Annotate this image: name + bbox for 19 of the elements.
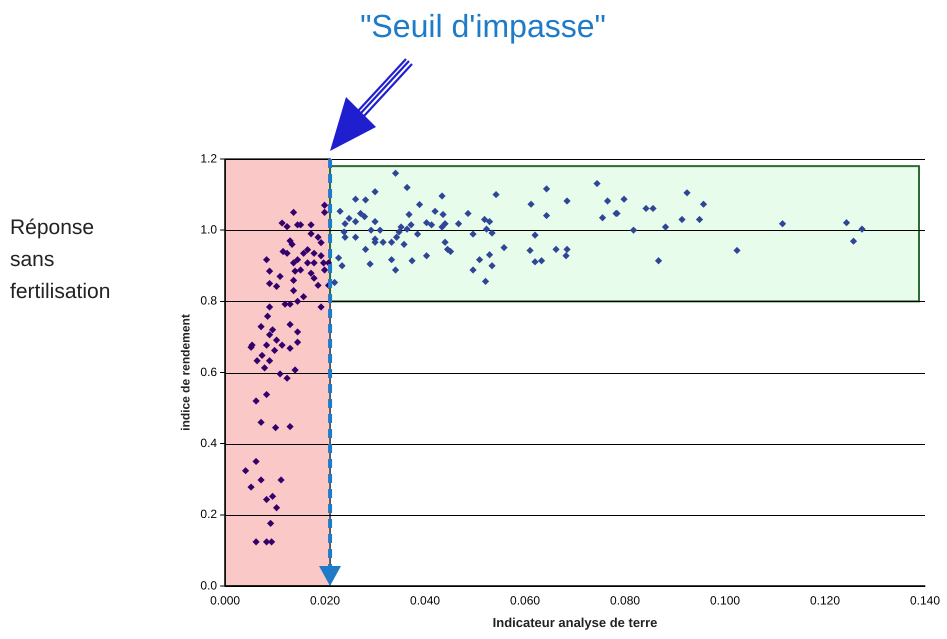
text: Réponse sans fertilisation bbox=[10, 215, 112, 305]
y-tick-label: 0.2 bbox=[200, 507, 218, 522]
y-tick-label: 0.4 bbox=[200, 436, 218, 450]
y-tick-label: 0.6 bbox=[200, 364, 218, 379]
y-tick-label: 0.8 bbox=[200, 294, 218, 308]
x-tick-label: 0.140 bbox=[910, 594, 940, 608]
x-tick-label: 0.100 bbox=[710, 594, 740, 608]
y-axis-title: indice de rendement bbox=[178, 314, 193, 431]
y-tick-label: 1.2 bbox=[200, 151, 218, 166]
x-tick-label: 0.080 bbox=[610, 594, 640, 608]
x-tick-label: 0.000 bbox=[210, 594, 240, 608]
y-tick-label: 1.0 bbox=[200, 222, 218, 236]
x-tick-label: 0.060 bbox=[510, 594, 540, 608]
x-axis-title: Indicateur analyse de terre bbox=[492, 614, 658, 630]
x-tick-label: 0.120 bbox=[810, 594, 840, 608]
x-tick-label: 0.040 bbox=[410, 594, 440, 608]
ref-line-label: "Seuil d'impasse" bbox=[360, 8, 606, 45]
x-tick-label: 0.020 bbox=[310, 594, 340, 608]
y-tick-label: 0.0 bbox=[200, 578, 218, 592]
